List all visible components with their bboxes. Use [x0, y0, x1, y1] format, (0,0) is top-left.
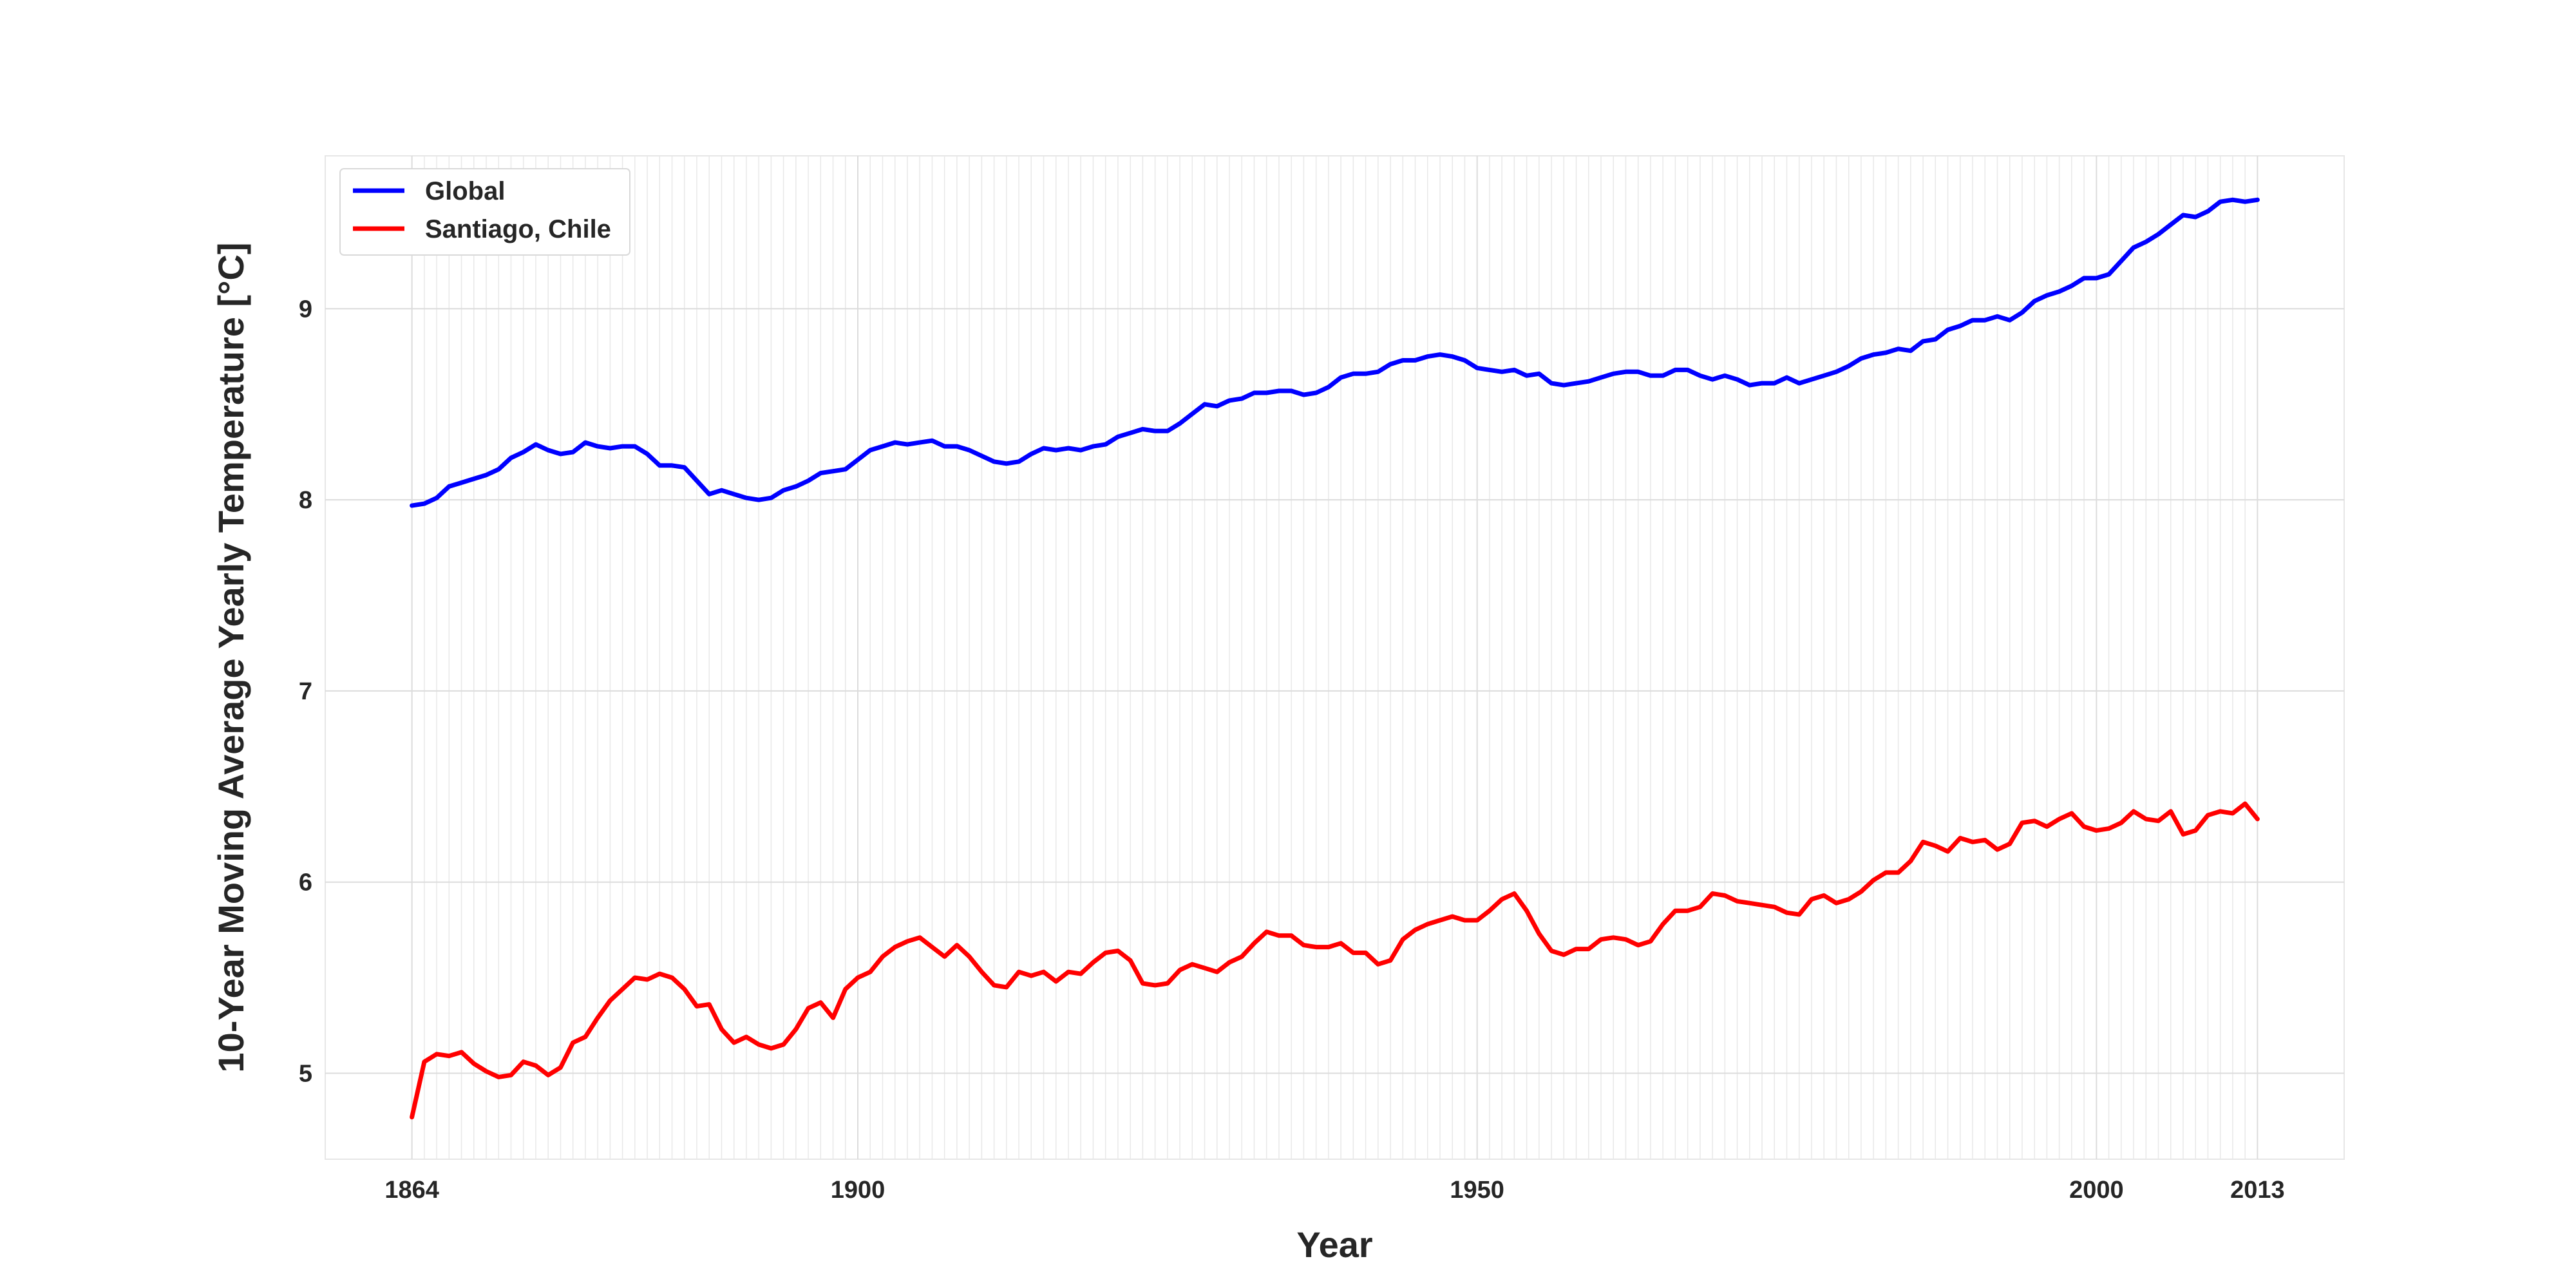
major-grid [325, 156, 2344, 1159]
legend: Global Santiago, Chile [339, 168, 630, 256]
series-line-santiago [410, 801, 2260, 1120]
legend-box [339, 168, 630, 256]
x-tick-label: 2013 [2230, 1177, 2285, 1204]
y-tick-label: 5 [299, 1060, 312, 1087]
series-line-global [410, 197, 2260, 508]
x-tick-label: 1900 [831, 1177, 886, 1204]
y-axis-label: 10-Year Moving Average Yearly Temperatur… [211, 242, 251, 1072]
x-tick-label: 1950 [1450, 1177, 1504, 1204]
plot-area [325, 155, 2345, 1160]
legend-label-global: Global [425, 177, 505, 205]
x-tick-labels: 1864 1900 1950 2000 2013 [384, 1177, 2284, 1204]
y-tick-label: 7 [299, 678, 312, 705]
x-tick-label: 1864 [384, 1177, 439, 1204]
y-tick-label: 6 [299, 869, 312, 896]
y-tick-label: 8 [299, 487, 312, 514]
y-tick-label: 9 [299, 296, 312, 323]
y-tick-labels: 5 6 7 8 9 [299, 296, 312, 1087]
x-axis-label: Year [1296, 1224, 1372, 1265]
x-tick-label: 2000 [2069, 1177, 2124, 1204]
series-layer [410, 197, 2260, 1120]
legend-label-santiago: Santiago, Chile [425, 215, 611, 243]
